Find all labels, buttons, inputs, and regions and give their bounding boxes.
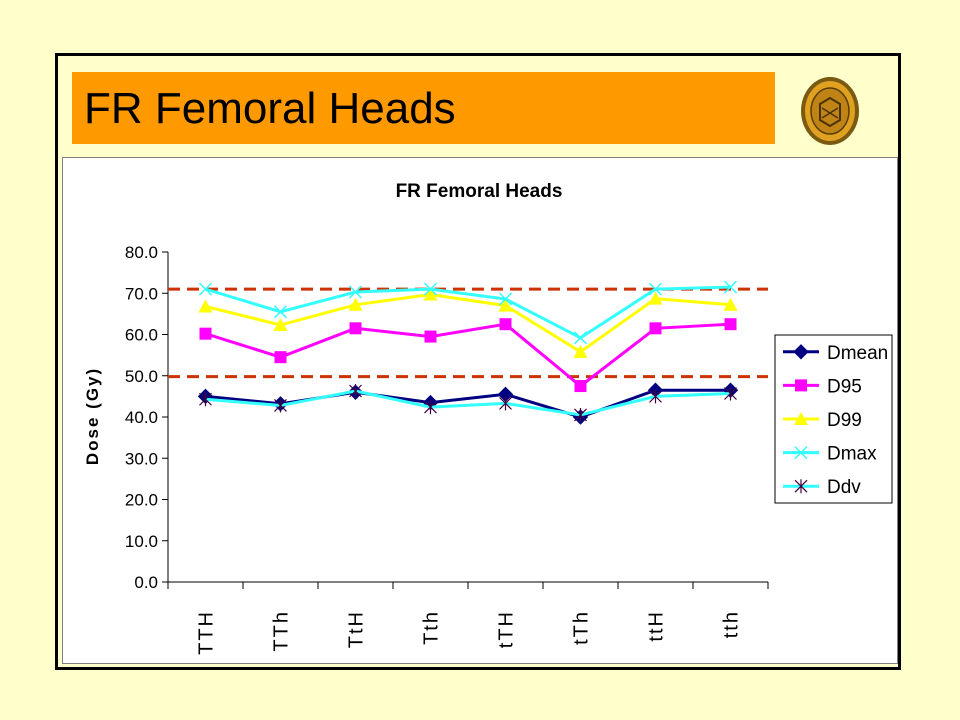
data-point-dmax (573, 331, 588, 345)
y-tick-label: 80.0 (125, 243, 158, 262)
data-point-ddv (424, 400, 437, 415)
legend-label: Dmax (827, 444, 877, 465)
data-point-dmax (498, 292, 513, 306)
data-point-d99 (348, 297, 363, 311)
series-line-d99 (205, 292, 731, 354)
data-point-d95 (574, 380, 587, 393)
data-point-d99 (423, 287, 438, 301)
data-point-d99 (648, 291, 663, 305)
legend-entry-dmean: Dmean (783, 343, 888, 364)
x-tick-label: tth (721, 610, 743, 638)
data-point-d95 (724, 318, 737, 331)
chart-panel: FR Femoral Heads Dose (Gy) 0.0 10.0 20.0 30… (62, 157, 898, 664)
data-point-dmax (348, 285, 363, 299)
data-point-dmax (648, 282, 663, 296)
data-point-d99 (498, 298, 513, 312)
series-line-dmax (205, 285, 731, 340)
x-tick-label: Tth (421, 610, 443, 645)
data-point-ddv (499, 396, 512, 411)
chart-axes: 0.0 10.0 20.0 30.0 40.0 50.0 60.0 70.0 80.0 TTH TT… (125, 243, 769, 655)
data-point-d95 (274, 351, 287, 364)
data-point-dmax (723, 280, 738, 294)
series-d95 (199, 318, 737, 393)
y-tick-label: 0.0 (134, 573, 158, 592)
data-point-dmax (198, 282, 213, 296)
y-axis-label: Dose (Gy) (83, 367, 102, 465)
x-tick-label: TTh (271, 610, 293, 652)
data-point-dmax (273, 305, 288, 319)
data-point-d99 (573, 344, 588, 358)
line-chart: FR Femoral Heads Dose (Gy) 0.0 10.0 20.0 30… (83, 181, 893, 655)
data-point-d95 (649, 322, 662, 335)
legend-swatch-marker (793, 344, 809, 360)
data-point-ddv (349, 384, 362, 399)
legend-swatch-marker (794, 446, 808, 460)
data-point-ddv (199, 392, 212, 407)
series-line-d95 (205, 322, 731, 388)
legend-swatch-marker (794, 479, 808, 494)
x-tick-label: tTh (571, 610, 593, 645)
y-tick-label: 40.0 (125, 408, 158, 427)
title-bar: FR Femoral Heads (72, 72, 775, 144)
y-tick-label: 30.0 (125, 449, 158, 468)
data-point-ddv (724, 386, 737, 401)
y-tick-label: 10.0 (125, 532, 158, 551)
x-tick-label: ttH (646, 610, 668, 642)
y-tick-label: 70.0 (125, 284, 158, 303)
data-point-d99 (273, 318, 288, 332)
data-point-dmax (423, 282, 438, 296)
x-tick-label: TTH (196, 610, 218, 655)
data-point-d95 (424, 330, 437, 343)
legend-label: Dmean (827, 343, 888, 364)
data-point-d95 (349, 322, 362, 335)
series-d99 (198, 287, 738, 358)
series-dmax (198, 280, 738, 345)
series-group (197, 280, 739, 425)
university-seal-logo (801, 77, 859, 145)
legend: Dmean D95 D99 Dmax Ddv (774, 334, 893, 504)
data-point-d95 (499, 318, 512, 331)
series-line-ddv (205, 389, 731, 417)
legend-swatch-marker (795, 379, 807, 392)
y-tick-label: 50.0 (125, 367, 158, 386)
x-tick-label: TtH (346, 610, 368, 648)
legend-label: Ddv (827, 477, 861, 498)
data-point-d95 (199, 327, 212, 340)
data-point-ddv (274, 398, 287, 413)
data-point-d99 (723, 297, 738, 311)
legend-entry-d99: D99 (783, 410, 862, 431)
legend-swatch-marker (794, 412, 808, 425)
legend-label: D99 (827, 410, 862, 431)
data-point-ddv (649, 389, 662, 404)
legend-entry-d95: D95 (783, 376, 862, 397)
chart-title: FR Femoral Heads (396, 181, 563, 202)
reference-lines (168, 287, 768, 379)
series-ddv (199, 384, 737, 422)
legend-entry-dmax: Dmax (783, 444, 877, 465)
y-tick-label: 60.0 (125, 326, 158, 345)
legend-entry-ddv: Ddv (783, 477, 861, 498)
data-point-d99 (198, 299, 213, 313)
y-tick-label: 20.0 (125, 491, 158, 510)
slide-title: FR Femoral Heads (84, 84, 456, 133)
data-point-ddv (574, 407, 587, 422)
legend-label: D95 (827, 376, 862, 397)
x-tick-label: tTH (496, 610, 518, 648)
